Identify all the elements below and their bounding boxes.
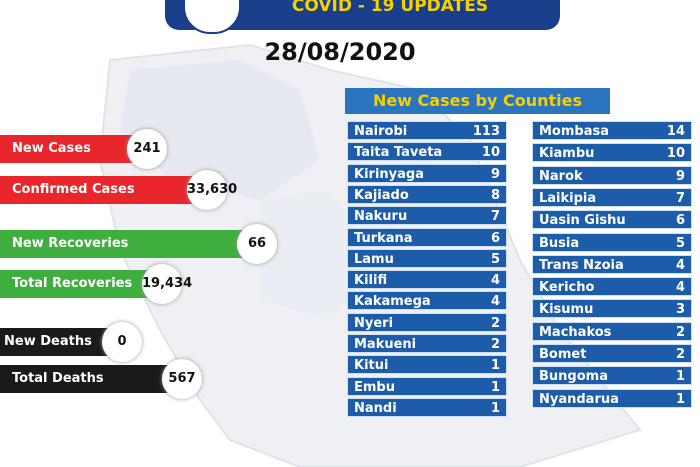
county-count: 7: [675, 190, 685, 206]
county-row: Kakamega 4: [347, 291, 507, 311]
county-count: 3: [675, 302, 685, 318]
county-name: Kericho: [539, 280, 595, 296]
county-row: Narok 9: [532, 165, 692, 185]
county-count: 10: [481, 145, 500, 161]
county-row: Trans Nzoia 4: [532, 254, 692, 274]
county-count: 4: [490, 294, 500, 310]
county-row: Mombasa 14: [532, 121, 692, 140]
county-name: Kitui: [354, 358, 389, 374]
county-name: Machakos: [539, 324, 612, 340]
county-count: 7: [490, 209, 500, 225]
county-count: 4: [675, 280, 685, 296]
county-count: 6: [490, 230, 500, 246]
county-count: 2: [490, 337, 500, 352]
county-count: 1: [490, 400, 500, 416]
county-count: 1: [675, 369, 685, 385]
county-name: Kisumu: [539, 302, 594, 318]
county-name: Kajiado: [354, 187, 409, 203]
county-row: Kitui 1: [347, 355, 507, 375]
county-row: Kiambu 10: [532, 143, 692, 163]
county-row: Kisumu 3: [532, 299, 692, 319]
county-row: Nyandarua 1: [532, 388, 692, 408]
stat-value: 33,630: [187, 170, 237, 210]
county-name: Uasin Gishu: [539, 213, 626, 229]
county-name: Nandi: [354, 400, 397, 416]
stat-value: 241: [127, 129, 167, 169]
county-name: Kakamega: [354, 294, 431, 310]
county-count: 1: [490, 379, 500, 395]
county-row: Bungoma 1: [532, 366, 692, 386]
stat-bar: Total Recoveries: [0, 270, 150, 298]
county-row: Busia 5: [532, 232, 692, 252]
county-name: Trans Nzoia: [539, 257, 624, 273]
stat-value: 567: [162, 359, 202, 399]
county-name: Kiambu: [539, 146, 595, 162]
county-row: Nairobi 113: [347, 121, 507, 140]
county-count: 2: [490, 315, 500, 331]
county-count: 4: [675, 257, 685, 273]
county-name: Narok: [539, 168, 583, 184]
county-row: Nakuru 7: [347, 206, 507, 226]
stat-bar: Confirmed Cases: [0, 176, 195, 204]
county-row: Makueni 2: [347, 334, 507, 353]
county-name: Nairobi: [354, 124, 408, 139]
county-count: 113: [472, 124, 500, 139]
stat-value: 66: [237, 224, 277, 264]
county-row: Kirinyaga 9: [347, 163, 507, 183]
county-name: Taita Taveta: [354, 145, 443, 161]
county-row: Lamu 5: [347, 248, 507, 268]
county-row: Kajiado 8: [347, 184, 507, 204]
stat-value: 0: [102, 322, 142, 362]
stat-bar: New Cases: [0, 135, 135, 163]
county-name: Nakuru: [354, 209, 408, 225]
county-name: Kilifi: [354, 273, 388, 289]
county-count: 9: [490, 166, 500, 182]
county-name: Nyeri: [354, 315, 394, 331]
county-name: Mombasa: [539, 124, 610, 139]
county-count: 5: [675, 235, 685, 251]
county-row: Laikipia 7: [532, 187, 692, 207]
county-count: 6: [675, 213, 685, 229]
county-row: Nandi 1: [347, 397, 507, 417]
county-name: Bomet: [539, 347, 587, 362]
county-row: Uasin Gishu 6: [532, 210, 692, 230]
county-row: Embu 1: [347, 376, 507, 396]
county-name: Busia: [539, 235, 580, 251]
county-count: 2: [675, 347, 685, 362]
county-count: 1: [675, 391, 685, 407]
county-row: Bomet 2: [532, 344, 692, 363]
county-count: 1: [490, 358, 500, 374]
county-row: Turkana 6: [347, 227, 507, 247]
county-row: Kericho 4: [532, 277, 692, 297]
county-name: Makueni: [354, 337, 417, 352]
county-name: Lamu: [354, 251, 394, 267]
county-count: 8: [490, 187, 500, 203]
county-count: 5: [490, 251, 500, 267]
stat-bar: New Recoveries: [0, 230, 245, 258]
county-count: 10: [666, 146, 685, 162]
stat-bar: Total Deaths: [0, 365, 170, 393]
counties-title: New Cases by Counties: [345, 88, 610, 114]
county-name: Laikipia: [539, 190, 597, 206]
county-name: Kirinyaga: [354, 166, 424, 182]
county-count: 2: [675, 324, 685, 340]
county-name: Bungoma: [539, 369, 608, 385]
county-row: Machakos 2: [532, 321, 692, 341]
stat-value: 19,434: [142, 264, 192, 304]
county-row: Kilifi 4: [347, 270, 507, 290]
date: 28/08/2020: [264, 38, 416, 66]
county-count: 4: [490, 273, 500, 289]
county-name: Embu: [354, 379, 395, 395]
county-row: Taita Taveta 10: [347, 142, 507, 162]
county-name: Nyandarua: [539, 391, 619, 407]
county-count: 9: [675, 168, 685, 184]
stat-bar: New Deaths: [0, 328, 110, 356]
county-count: 14: [666, 124, 685, 139]
county-name: Turkana: [354, 230, 413, 246]
county-row: Nyeri 2: [347, 312, 507, 332]
header-title: COVID - 19 UPDATES: [291, 0, 489, 16]
